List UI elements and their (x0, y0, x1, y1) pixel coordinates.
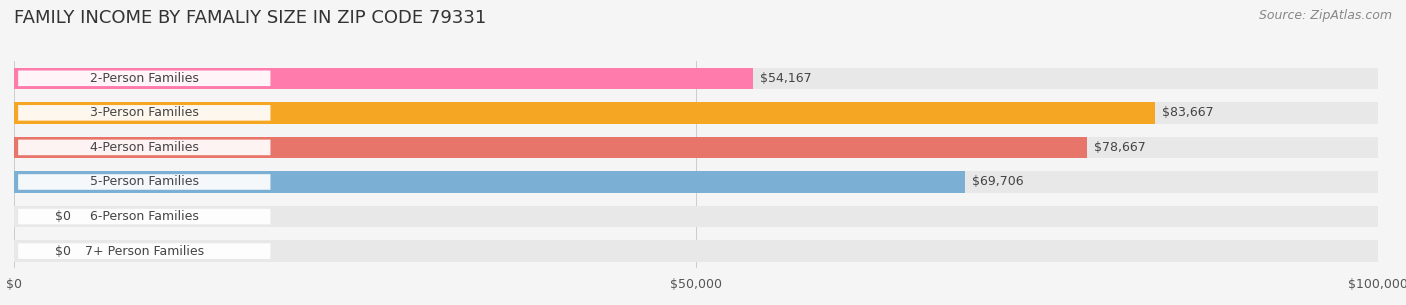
Bar (14, 68, 1378, 89)
Bar (14, 206, 1378, 227)
Bar (14, 102, 1156, 124)
Bar (14, 171, 965, 193)
Text: $69,706: $69,706 (972, 175, 1024, 188)
FancyBboxPatch shape (18, 243, 270, 259)
Text: FAMILY INCOME BY FAMALIY SIZE IN ZIP CODE 79331: FAMILY INCOME BY FAMALIY SIZE IN ZIP COD… (14, 9, 486, 27)
FancyBboxPatch shape (18, 140, 270, 155)
Text: 5-Person Families: 5-Person Families (90, 175, 198, 188)
Bar (14, 137, 1087, 158)
Bar (14, 171, 1378, 193)
FancyBboxPatch shape (18, 174, 270, 190)
FancyBboxPatch shape (18, 209, 270, 224)
Bar (14, 137, 1378, 158)
FancyBboxPatch shape (18, 70, 270, 86)
Text: $0: $0 (55, 210, 70, 223)
Text: $0: $0 (55, 245, 70, 258)
Text: $78,667: $78,667 (1094, 141, 1146, 154)
FancyBboxPatch shape (18, 105, 270, 121)
Text: 4-Person Families: 4-Person Families (90, 141, 198, 154)
Bar (14, 102, 1378, 124)
Text: 3-Person Families: 3-Person Families (90, 106, 198, 119)
Text: $54,167: $54,167 (759, 72, 811, 85)
Text: 2-Person Families: 2-Person Families (90, 72, 198, 85)
Text: 7+ Person Families: 7+ Person Families (84, 245, 204, 258)
Bar (14, 240, 1378, 262)
Text: $83,667: $83,667 (1161, 106, 1213, 119)
Text: 6-Person Families: 6-Person Families (90, 210, 198, 223)
Bar (14, 68, 752, 89)
Text: Source: ZipAtlas.com: Source: ZipAtlas.com (1258, 9, 1392, 22)
